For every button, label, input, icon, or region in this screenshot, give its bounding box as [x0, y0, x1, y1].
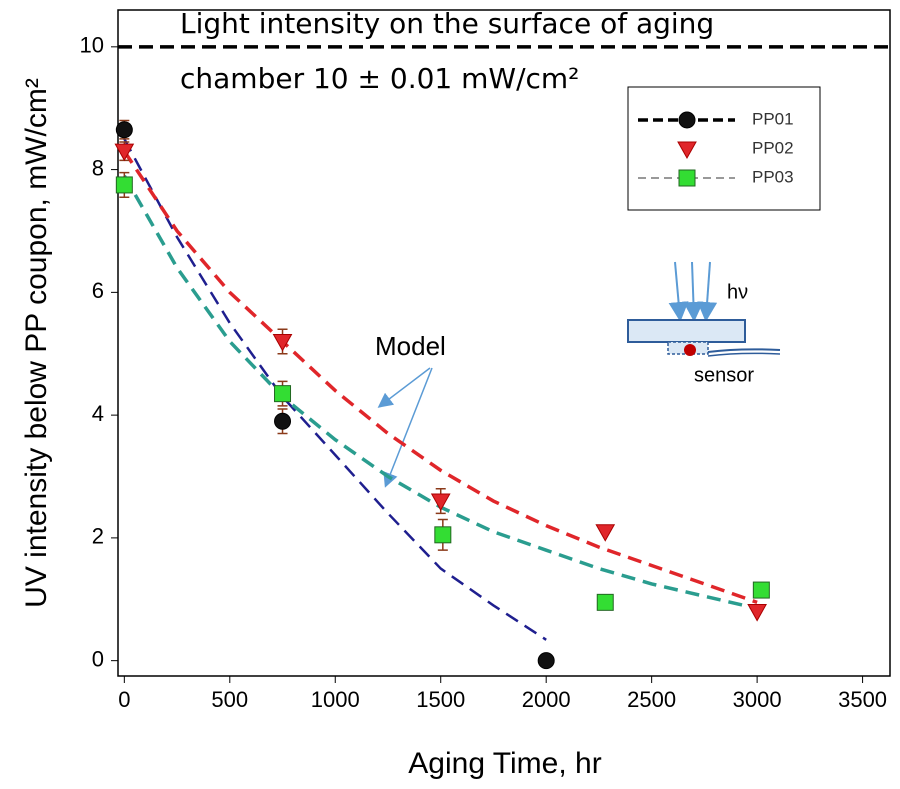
data-point	[430, 493, 451, 512]
x-axis-label: Aging Time, hr	[408, 747, 601, 780]
x-tick-label: 1500	[416, 687, 465, 712]
data-point	[595, 524, 616, 542]
x-tick-label: 1000	[311, 687, 360, 712]
data-point	[274, 412, 292, 430]
inset-label: hν	[727, 281, 748, 303]
data-point	[752, 581, 770, 599]
y-tick-label: 4	[92, 401, 104, 426]
data-point	[596, 593, 614, 611]
data-point	[537, 652, 555, 670]
y-tick-label: 6	[92, 278, 104, 303]
legend-label: PP01	[752, 109, 794, 128]
data-point	[747, 604, 767, 622]
annotation: Model	[375, 331, 446, 361]
x-tick-label: 500	[211, 687, 248, 712]
title-line: Light intensity on the surface of aging	[180, 7, 714, 40]
x-tick-label: 0	[118, 687, 130, 712]
y-tick-label: 10	[80, 33, 104, 58]
legend-label: PP02	[752, 138, 794, 157]
model-curve	[122, 174, 758, 611]
data-point	[114, 143, 135, 162]
model-curve	[123, 138, 547, 641]
data-point	[115, 176, 133, 194]
y-tick-label: 2	[92, 524, 104, 549]
data-point	[434, 526, 452, 544]
title-line: chamber 10 ± 0.01 mW/cm²	[180, 62, 579, 95]
y-tick-label: 0	[92, 646, 104, 671]
legend	[627, 86, 821, 211]
data-point	[272, 333, 293, 352]
annotation-arrow	[383, 367, 433, 488]
legend-marker	[678, 169, 696, 187]
data-point	[115, 121, 133, 139]
annotation-arrow	[377, 367, 431, 408]
inset-diagram	[627, 261, 781, 357]
x-tick-label: 2000	[522, 687, 571, 712]
data-point	[274, 385, 292, 403]
legend-marker	[677, 141, 697, 160]
y-axis-label: UV intensity below PP coupon, mW/cm²	[20, 78, 53, 608]
model-curve	[122, 150, 758, 604]
x-tick-label: 3500	[838, 687, 887, 712]
y-tick-label: 8	[92, 155, 104, 180]
plot-frame	[117, 9, 891, 677]
legend-label: PP03	[752, 167, 794, 186]
x-tick-label: 2500	[627, 687, 676, 712]
inset-label: sensor	[694, 364, 754, 386]
legend-marker	[678, 111, 696, 129]
x-tick-label: 3000	[733, 687, 782, 712]
